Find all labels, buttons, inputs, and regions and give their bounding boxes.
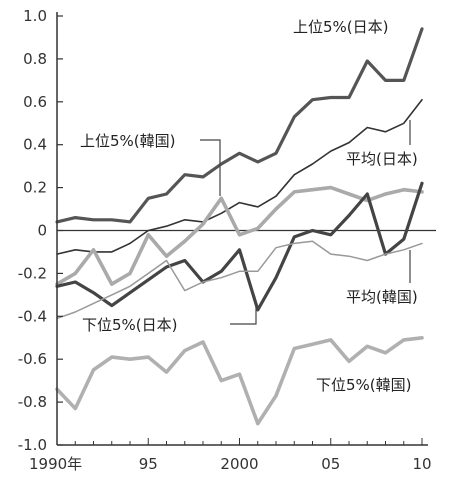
- y-tick-label: -0.2: [18, 264, 47, 282]
- y-tick-label: -1.0: [18, 436, 47, 454]
- y-tick-label: 0.4: [23, 136, 47, 154]
- leader-line: [230, 303, 257, 325]
- y-tick-label: 0.6: [23, 93, 47, 111]
- series-label-2: 上位5%(韓国): [80, 132, 176, 150]
- series-line-2: [55, 185, 424, 286]
- x-tick-label: 05: [321, 455, 340, 473]
- series-label-0: 上位5%(日本): [293, 18, 389, 36]
- y-tick-label: -0.6: [18, 350, 47, 368]
- y-tick-label: 0.8: [23, 50, 47, 68]
- y-tick-label: 0: [37, 222, 47, 240]
- y-tick-label: -0.4: [18, 307, 47, 325]
- y-tick-label: 1.0: [23, 7, 47, 25]
- series-label-1: 平均(日本): [346, 150, 418, 168]
- series-label-5: 下位5%(韓国): [316, 376, 412, 394]
- series-line-4: [56, 240, 423, 320]
- series-label-4: 平均(韓国): [346, 288, 418, 306]
- x-tick-label: 2000: [220, 455, 258, 473]
- leader-line: [200, 139, 221, 196]
- series-line-0: [55, 27, 424, 224]
- series-line-1: [56, 98, 423, 255]
- x-tick-label: 95: [139, 455, 158, 473]
- y-tick-label: -0.8: [18, 393, 47, 411]
- x-tick-label: 1990年: [29, 455, 82, 473]
- x-tick-label: 10: [412, 455, 431, 473]
- series-line-3: [55, 181, 424, 312]
- series-label-3: 下位5%(日本): [82, 316, 178, 334]
- series-line-5: [55, 335, 424, 426]
- y-tick-label: 0.2: [23, 179, 47, 197]
